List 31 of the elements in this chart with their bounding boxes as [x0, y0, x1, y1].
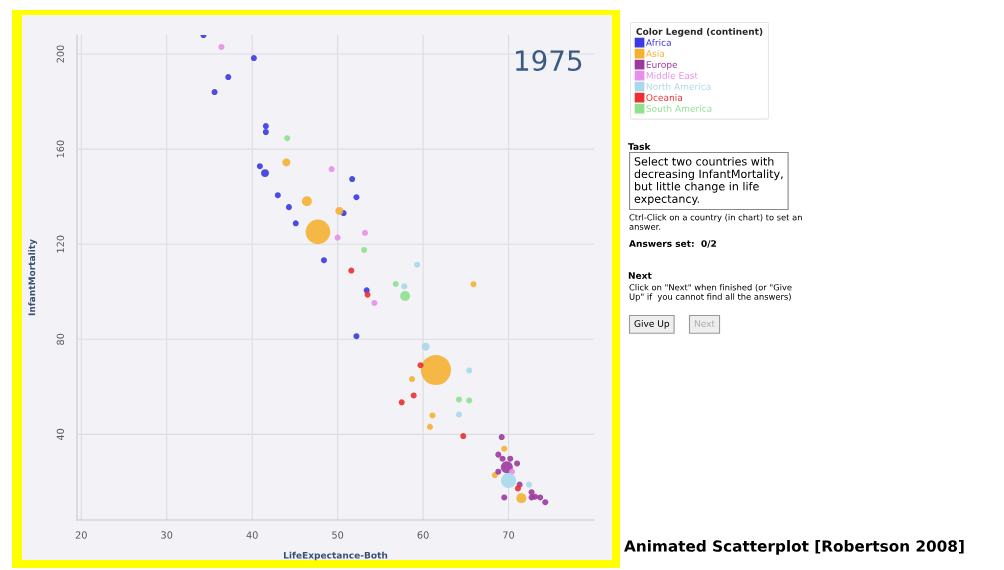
- y-tick-label: 160: [56, 140, 65, 158]
- x-tick-label: 40: [246, 531, 258, 539]
- y-axis-title: InfantMortality: [28, 239, 38, 316]
- x-tick-label: 70: [503, 531, 515, 539]
- legend-label: Europe: [646, 61, 678, 70]
- y-tick-label: 40: [56, 428, 65, 441]
- text: Answers set: 0/2: [629, 240, 716, 248]
- legend-label: North America: [646, 82, 711, 90]
- y-tick-label: 200: [56, 45, 65, 63]
- text: Give Up: [634, 320, 670, 329]
- x-tick-label: 60: [417, 531, 429, 539]
- x-tick-label: 50: [332, 531, 344, 539]
- legend-label: Oceania: [646, 93, 682, 101]
- y-tick-label: 80: [56, 333, 65, 345]
- legend-label: Asia: [645, 49, 664, 57]
- legend-label: South America: [646, 104, 712, 112]
- text: Next: [628, 272, 652, 279]
- text: Animated Scatterplot [Robertson 2008]: [624, 540, 964, 555]
- text: Ctrl-Click on a country (in chart) to set an answer.: [629, 214, 802, 230]
- annotation: 1975: [516, 50, 582, 72]
- legend-label: Africa: [645, 39, 671, 46]
- text: Task: [628, 143, 651, 150]
- x-tick-label: 30: [161, 531, 173, 539]
- y-tick-label: 120: [56, 235, 65, 253]
- text: Next: [694, 320, 715, 327]
- text: Click on "Next" when finished (or "Give Up" if you cannot find all the answers): [629, 284, 792, 302]
- legend-label: Middle East: [646, 71, 698, 79]
- x-axis-title: LifeExpectance-Both: [283, 551, 388, 561]
- text: Select two countries with decreasing InfantMortality, but little change in life expectancy.: [634, 157, 783, 206]
- x-tick-label: 20: [75, 531, 87, 539]
- legend-title: Color Legend (continent): [636, 27, 763, 37]
